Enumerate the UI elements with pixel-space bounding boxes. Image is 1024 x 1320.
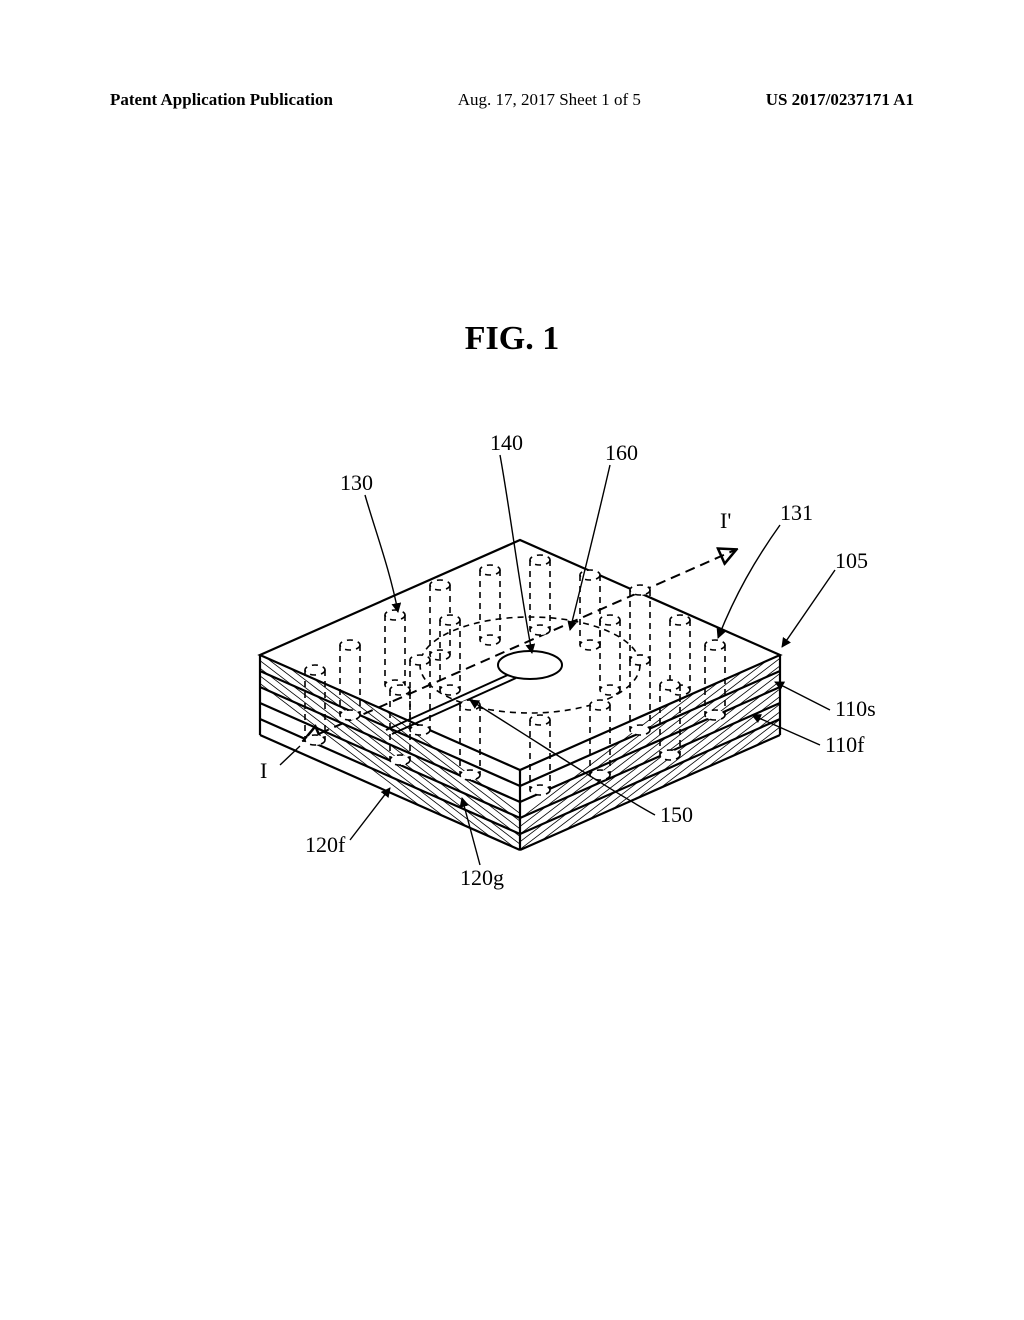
header-center: Aug. 17, 2017 Sheet 1 of 5: [458, 90, 641, 110]
page-header: Patent Application Publication Aug. 17, …: [110, 90, 914, 110]
label-110s: 110s: [835, 696, 876, 721]
label-160: 160: [605, 440, 638, 465]
label-120g: 120g: [460, 865, 504, 890]
header-right: US 2017/0237171 A1: [766, 90, 914, 110]
label-130: 130: [340, 470, 373, 495]
figure-title: FIG. 1: [0, 320, 1024, 358]
label-140: 140: [490, 430, 523, 455]
label-150: 150: [660, 802, 693, 827]
label-I: I: [260, 758, 267, 783]
label-110f: 110f: [825, 732, 865, 757]
label-120f: 120f: [305, 832, 346, 857]
label-105: 105: [835, 548, 868, 573]
label-131: 131: [780, 500, 813, 525]
figure-1: 140 160 130 131 105 110s 110f 150 120g 1…: [140, 420, 880, 920]
header-left: Patent Application Publication: [110, 90, 333, 110]
label-Iprime: I': [720, 508, 731, 533]
